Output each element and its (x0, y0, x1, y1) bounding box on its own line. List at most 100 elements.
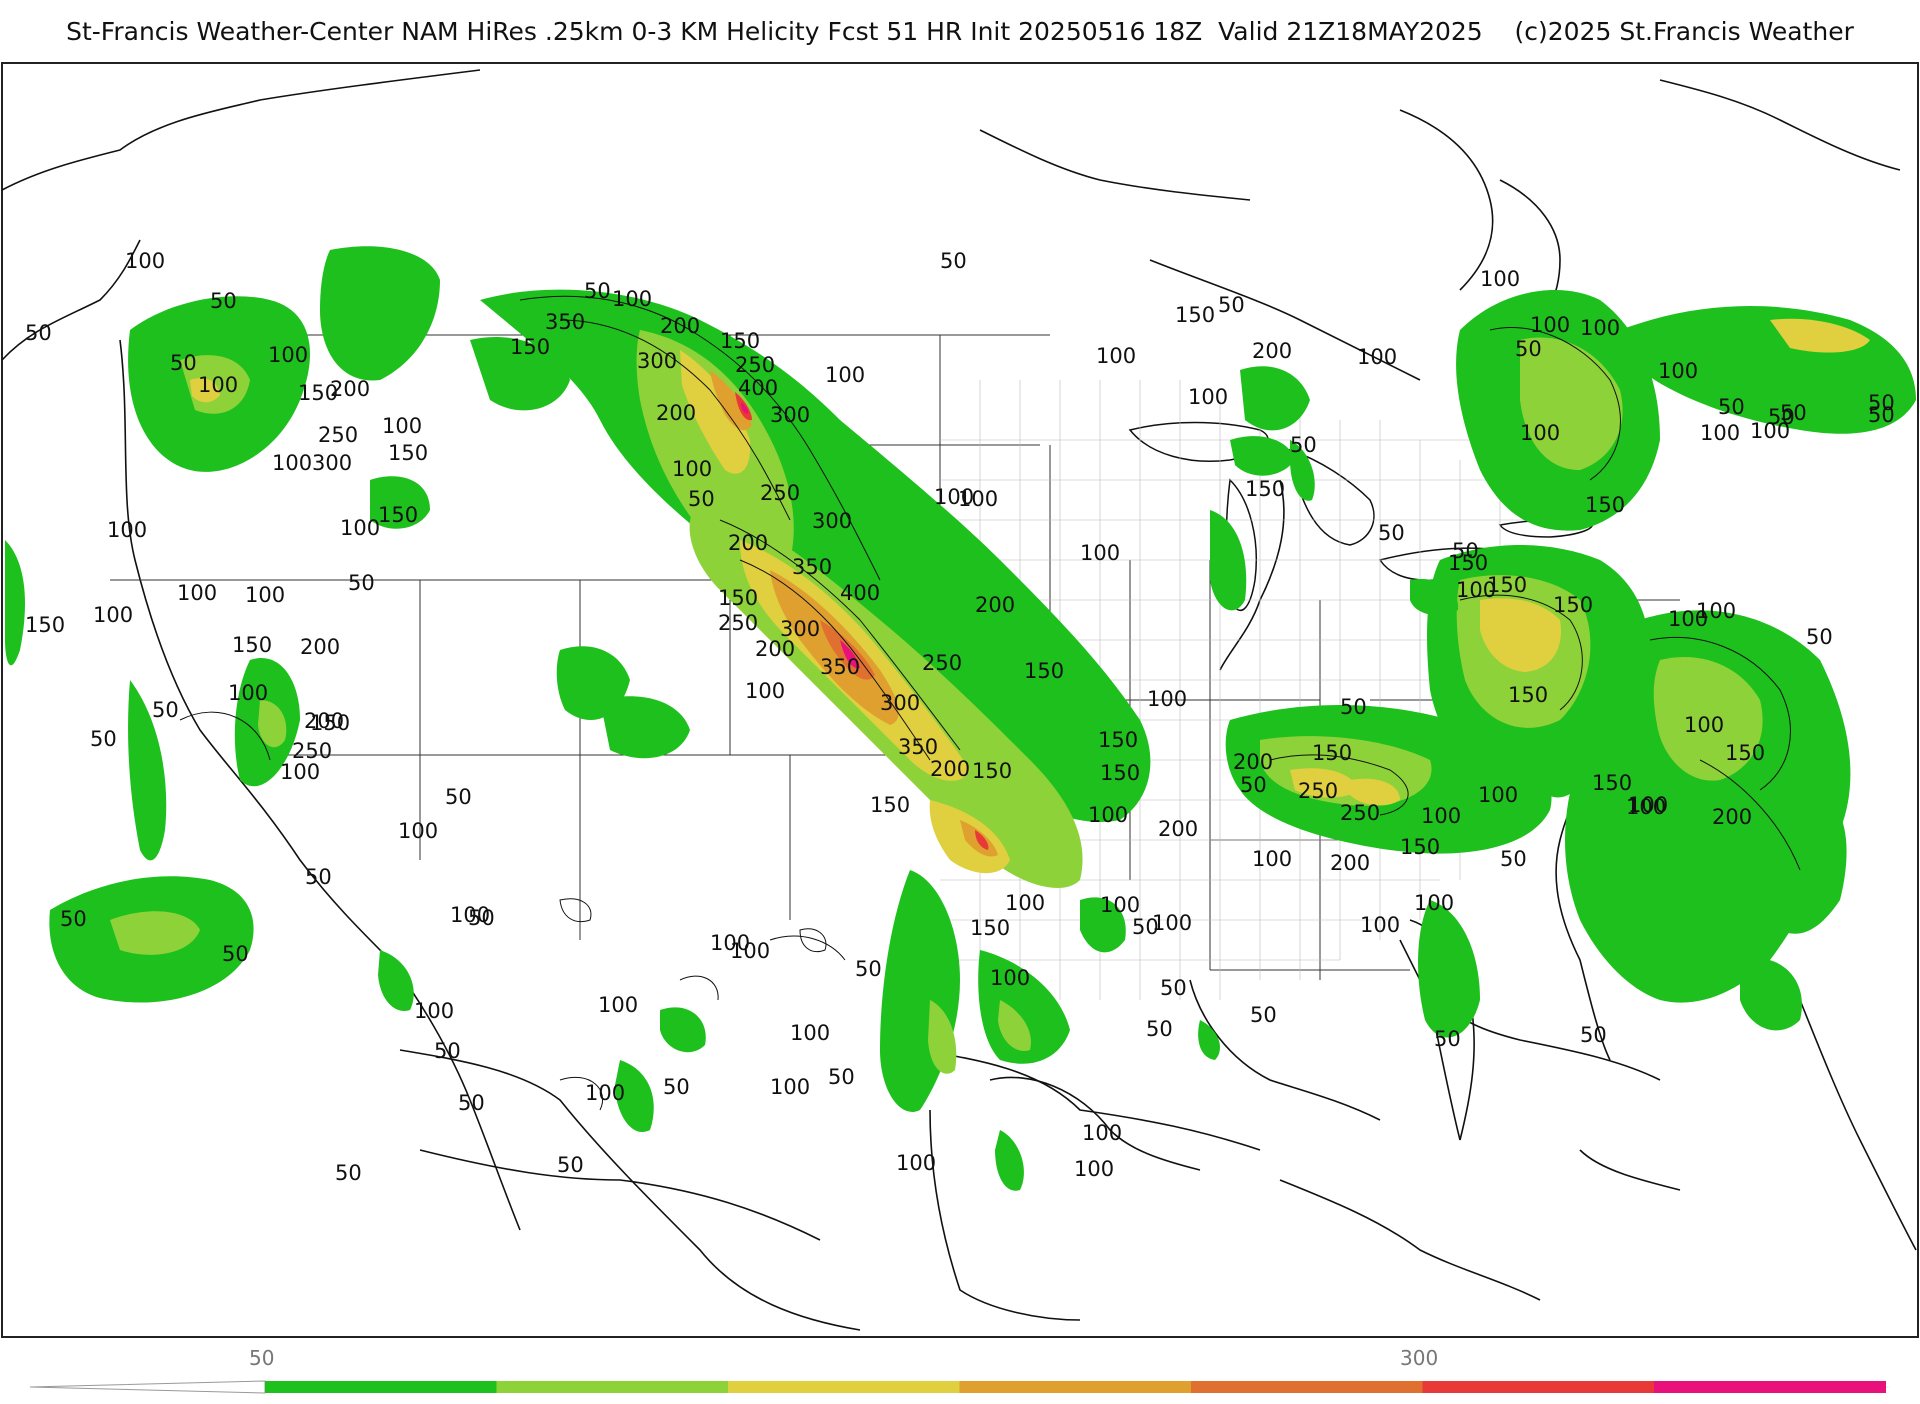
contour-label: 50 (152, 698, 179, 722)
contour-label: 200 (1330, 851, 1370, 875)
contour-label: 350 (820, 655, 860, 679)
colorbar-bin (265, 1381, 497, 1393)
contour-label: 150 (1175, 303, 1215, 327)
contour-label: 350 (898, 735, 938, 759)
contour-label: 300 (637, 349, 677, 373)
contour-label: 300 (880, 691, 920, 715)
contour-label: 100 (1480, 267, 1520, 291)
contour-label: 100 (1628, 793, 1668, 817)
contour-label: 100 (1668, 607, 1708, 631)
contour-label: 200 (660, 314, 700, 338)
contour-label: 100 (398, 819, 438, 843)
contour-label: 100 (1360, 913, 1400, 937)
contour-label: 100 (1520, 421, 1560, 445)
contour-label: 250 (735, 353, 775, 377)
contour-label: 50 (1340, 695, 1367, 719)
contour-label: 200 (1158, 817, 1198, 841)
contour-label: 100 (585, 1081, 625, 1105)
contour-label: 100 (1700, 421, 1740, 445)
contour-label: 100 (612, 287, 652, 311)
contour-label: 100 (1414, 891, 1454, 915)
contour-label: 100 (1096, 344, 1136, 368)
contour-label: 50 (1868, 403, 1895, 427)
contour-labels-east: 50 100 150 200 100 100 50 50 150 100 50 … (940, 249, 1895, 1051)
contour-label: 150 (510, 335, 550, 359)
contour-label: 100 (1152, 911, 1192, 935)
contour-label: 200 (1233, 750, 1273, 774)
contour-label: 150 (378, 503, 418, 527)
contour-label: 100 (1357, 345, 1397, 369)
contour-label: 100 (198, 373, 238, 397)
contour-label: 100 (1080, 541, 1120, 565)
map-title: St-Francis Weather-Center NAM HiRes .25k… (66, 16, 1854, 46)
contour-label: 100 (1005, 891, 1045, 915)
contour-label: 350 (545, 310, 585, 334)
contour-label: 50 (1240, 773, 1267, 797)
contour-label: 150 (1024, 659, 1064, 683)
contour-label: 50 (1434, 1027, 1461, 1051)
contour-label: 250 (318, 423, 358, 447)
contour-label: 200 (656, 401, 696, 425)
contour-label: 150 (1098, 728, 1138, 752)
contour-label: 100 (1478, 783, 1518, 807)
contour-label: 100 (245, 583, 285, 607)
contour-label: 50 (170, 351, 197, 375)
contour-label: 100 (272, 451, 312, 475)
contour-label: 150 (1312, 741, 1352, 765)
contour-label: 300 (780, 617, 820, 641)
contour-label: 100 (730, 939, 770, 963)
contour-label: 150 (1585, 493, 1625, 517)
contour-label: 100 (1082, 1121, 1122, 1145)
contour-label: 150 (1592, 771, 1632, 795)
contour-label: 50 (468, 906, 495, 930)
colorbar-gradient (29, 1380, 1890, 1394)
contour-label: 200 (304, 709, 344, 733)
contour-label: 250 (718, 611, 758, 635)
contour-label: 200 (1712, 805, 1752, 829)
contour-label: 50 (557, 1153, 584, 1177)
contour-label: 100 (1147, 687, 1187, 711)
contour-label: 150 (232, 633, 272, 657)
colorbar-tick-label: 300 (1400, 1346, 1439, 1370)
contour-label: 50 (1290, 433, 1317, 457)
contour-label: 100 (710, 931, 750, 955)
contour-label: 50 (855, 957, 882, 981)
contour-label: 50 (90, 727, 117, 751)
contour-label: 50 (584, 279, 611, 303)
contour-label: 150 (25, 613, 65, 637)
contour-label: 100 (1456, 578, 1496, 602)
contour-label: 100 (177, 581, 217, 605)
contour-label: 100 (745, 679, 785, 703)
contour-label: 150 (1400, 835, 1440, 859)
contour-label: 50 (1780, 401, 1807, 425)
contour-label: 100 (1188, 385, 1228, 409)
contour-label: 100 (382, 414, 422, 438)
contour-label: 150 (720, 329, 760, 353)
contour-label: 100 (934, 485, 974, 509)
contour-label: 100 (896, 1151, 936, 1175)
contour-label: 150 (1487, 573, 1527, 597)
helicity-map: 50 100 50 100 50 100 150 100 150 200 250… (1, 62, 1919, 1338)
helicity-shading (5, 246, 1916, 1191)
contour-label: 400 (738, 376, 778, 400)
contour-label: 100 (1750, 419, 1790, 443)
contour-label: 50 (940, 249, 967, 273)
contour-label: 50 (1580, 1023, 1607, 1047)
contour-label: 150 (1245, 477, 1285, 501)
helicity-contours (179, 295, 1801, 1111)
contour-label: 150 (1448, 551, 1488, 575)
contour-label: 100 (672, 457, 712, 481)
contour-label: 200 (930, 757, 970, 781)
contour-label: 50 (1160, 976, 1187, 1000)
colorbar-bin (959, 1381, 1192, 1393)
contour-label: 300 (770, 403, 810, 427)
contour-label: 100 (958, 487, 998, 511)
contour-label: 50 (348, 571, 375, 595)
contour-label: 150 (298, 381, 338, 405)
contour-label: 300 (812, 509, 852, 533)
contour-label: 250 (1298, 779, 1338, 803)
contour-label: 250 (1340, 801, 1380, 825)
contour-label: 50 (1718, 395, 1745, 419)
contour-label: 50 (335, 1161, 362, 1185)
contour-label: 150 (1553, 593, 1593, 617)
